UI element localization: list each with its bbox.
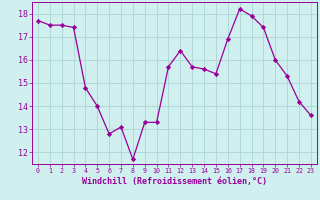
X-axis label: Windchill (Refroidissement éolien,°C): Windchill (Refroidissement éolien,°C) [82, 177, 267, 186]
